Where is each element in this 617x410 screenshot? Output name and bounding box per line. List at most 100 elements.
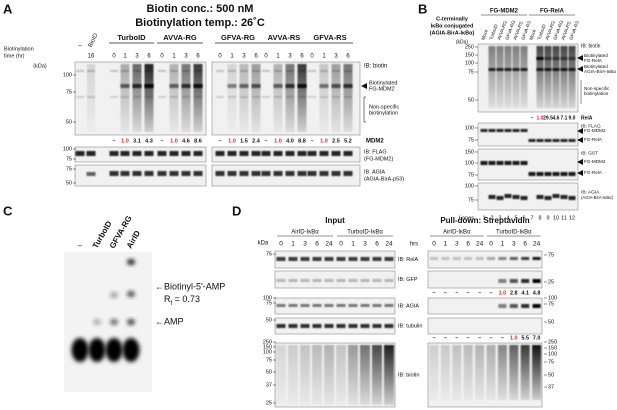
lane-label: GFVA-RG <box>504 19 516 40</box>
arrowhead <box>577 137 583 143</box>
time: 24 <box>533 241 541 248</box>
lane-number: 7 <box>530 215 533 221</box>
quant-value: – <box>501 335 504 341</box>
band <box>520 129 528 132</box>
band <box>76 70 84 72</box>
smear <box>520 46 528 108</box>
smear <box>497 345 507 400</box>
band <box>536 195 544 199</box>
quant-value: 1.0 <box>170 138 178 144</box>
band <box>480 129 488 132</box>
band <box>169 171 179 176</box>
band <box>273 151 283 156</box>
quant-value: – <box>455 335 458 341</box>
kda-marker: 100 <box>465 183 474 189</box>
band <box>532 257 541 260</box>
group-label: FG-RelA <box>540 9 565 15</box>
blot <box>427 250 543 269</box>
band <box>464 257 473 260</box>
kda-marker: 37 <box>266 382 272 388</box>
band <box>360 324 370 328</box>
quant-value: 1.0 <box>228 138 236 144</box>
rf-value: = 0.73 <box>172 294 200 304</box>
band <box>536 68 544 71</box>
smear <box>132 64 142 132</box>
kda-marker: 75 <box>66 89 72 95</box>
band <box>430 257 438 260</box>
quant-value: 7.1 <box>561 115 568 121</box>
arrowhead <box>577 170 583 176</box>
time: 24 <box>325 241 333 248</box>
blot-label: IB: FLAG <box>364 149 387 155</box>
quant-value: 2.4 <box>252 138 261 144</box>
spot <box>110 319 118 325</box>
quant-value: – <box>160 138 163 144</box>
smear <box>512 46 520 108</box>
kda-marker: 50 <box>468 97 474 103</box>
lane-label: GFVA-RG <box>552 19 564 40</box>
band <box>215 151 225 156</box>
band <box>488 129 496 132</box>
time: 6 <box>300 54 304 60</box>
band <box>300 304 310 307</box>
band <box>331 151 341 156</box>
band <box>343 171 353 176</box>
lane-label: GFVA-RS <box>520 20 532 41</box>
band <box>560 172 568 176</box>
group-label: TurboID-IκBα <box>347 230 383 236</box>
band <box>488 195 496 199</box>
blot <box>274 317 396 335</box>
blot-label: IB: FLAG <box>581 123 601 129</box>
blot <box>274 297 396 315</box>
band <box>488 161 496 165</box>
quant-value: – <box>455 290 458 296</box>
time: 1 <box>351 241 355 248</box>
kda-marker: 150 <box>548 345 557 351</box>
lane-label: TurboID <box>536 23 547 41</box>
band <box>536 172 544 176</box>
quant-value: 5.5 <box>521 335 529 341</box>
band <box>504 129 512 132</box>
smear <box>239 64 249 132</box>
smear <box>319 64 329 132</box>
band <box>227 171 237 176</box>
band <box>552 68 560 71</box>
time: 1 <box>444 241 448 248</box>
kda-marker: 100 <box>263 349 272 355</box>
band <box>384 304 394 307</box>
time: 3 <box>288 54 292 60</box>
band <box>360 257 370 261</box>
quant-value: – <box>218 138 221 144</box>
kda-marker: 50 <box>548 319 554 325</box>
smear <box>504 46 512 108</box>
spot <box>71 338 89 362</box>
label: – <box>78 241 83 250</box>
band <box>560 195 568 199</box>
smear <box>312 345 322 405</box>
time: 0 <box>489 241 493 248</box>
blot <box>427 317 543 335</box>
band <box>360 279 370 282</box>
band <box>528 172 536 176</box>
band <box>512 161 520 165</box>
band <box>384 257 394 261</box>
kda-marker: 75 <box>468 137 474 143</box>
spot <box>127 319 135 325</box>
quant-value: 1.0 <box>320 138 328 144</box>
band <box>372 279 382 282</box>
label: Biotinylation <box>4 46 34 52</box>
band <box>261 171 271 176</box>
quant-value: – <box>264 138 267 144</box>
band <box>521 304 530 308</box>
band <box>276 279 286 282</box>
blot-label: IB: biotin <box>364 64 387 70</box>
band <box>87 70 95 72</box>
lane-number: 1 <box>482 215 485 221</box>
label: AGIA-BirA-IκBα <box>584 69 616 74</box>
arrowhead <box>577 55 583 61</box>
band <box>239 84 249 88</box>
quant-value: 4.3 <box>145 138 153 144</box>
label: kDa <box>258 241 269 247</box>
smear <box>532 345 542 400</box>
time: 0 <box>339 241 343 248</box>
